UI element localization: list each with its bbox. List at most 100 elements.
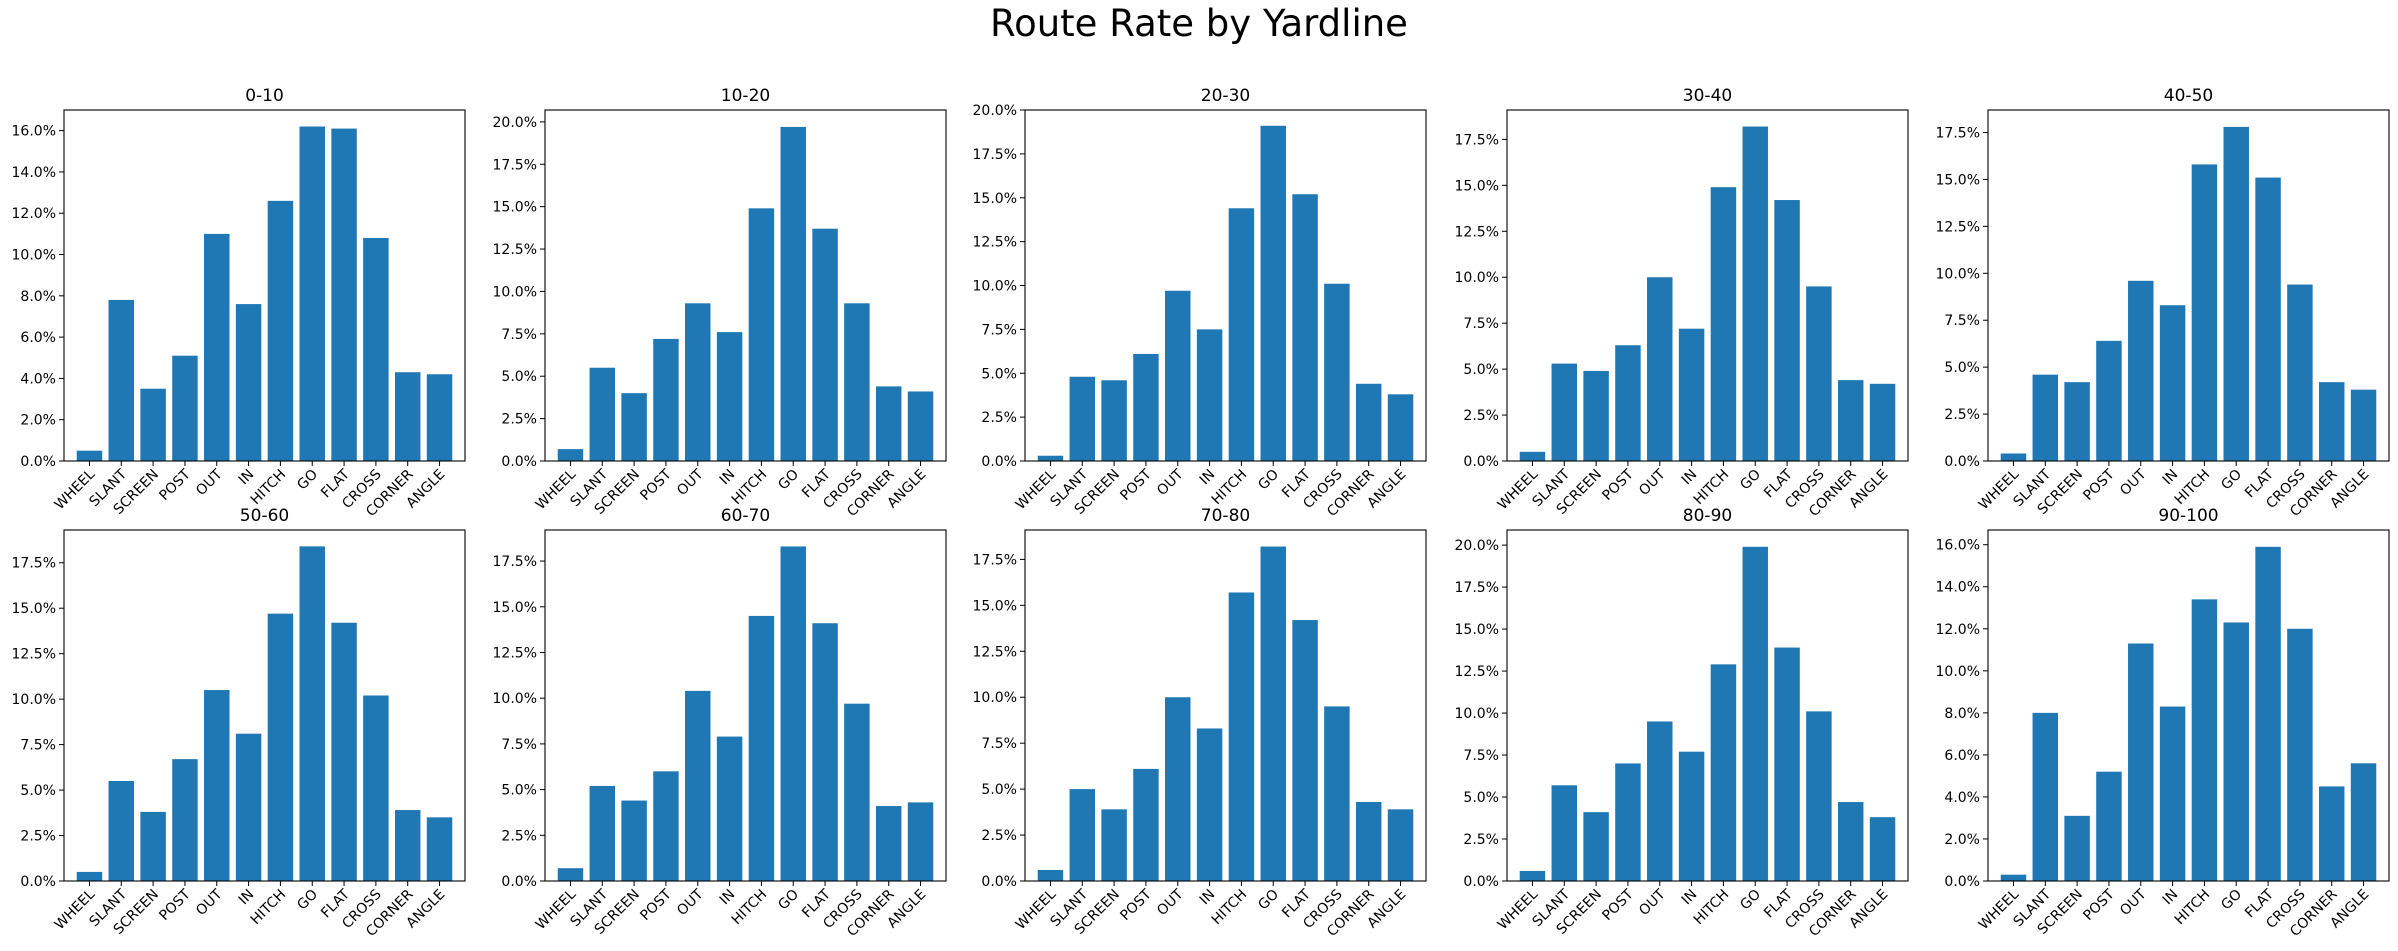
- x-tick-label: OUT: [2117, 886, 2150, 919]
- y-tick-label: 0.0%: [20, 454, 56, 470]
- y-tick-label: 12.5%: [973, 644, 1017, 660]
- bar-WHEEL: [1037, 869, 1064, 881]
- subplot-title: 60-70: [721, 506, 770, 526]
- x-tick-label: POST: [2080, 886, 2118, 924]
- subplot-50-60: 50-60 0.0% 2.5% 5.0% 7.5% 10.0% 12.5% 15.0% 17.5…: [12, 506, 466, 940]
- y-tick-label: 5.0%: [501, 369, 537, 385]
- bar-IN: [1196, 728, 1223, 881]
- y-tick-label: 20.0%: [1455, 538, 1499, 554]
- bar-CROSS: [1324, 283, 1350, 461]
- bar-CROSS: [1324, 706, 1350, 881]
- x-tick-label: GO: [1737, 467, 1764, 494]
- x-tick-label: WHEEL: [533, 886, 580, 933]
- bar-GO: [299, 126, 325, 462]
- y-tick-label: 0.0%: [20, 874, 56, 890]
- bar-GO: [1742, 546, 1768, 881]
- subplot-title: 80-90: [1683, 506, 1732, 526]
- x-tick-label: OUT: [1636, 886, 1669, 919]
- bar-FLAT: [331, 128, 357, 462]
- x-tick-label: OUT: [1154, 886, 1187, 919]
- x-tick-label: WHEEL: [1976, 466, 2023, 513]
- y-tick-label: 2.5%: [501, 412, 537, 428]
- y-tick-label: 12.5%: [973, 235, 1017, 251]
- bar-WHEEL: [557, 868, 584, 881]
- x-tick-label: GO: [2218, 467, 2245, 494]
- x-tick-label: IN: [236, 887, 258, 909]
- x-tick-label: HITCH: [2172, 467, 2214, 509]
- bar-OUT: [204, 233, 230, 461]
- bar-CORNER: [2318, 786, 2345, 881]
- bar-IN: [716, 736, 743, 881]
- bar-ANGLE: [426, 374, 453, 461]
- axes-frame: [1024, 529, 1427, 882]
- x-tick-label: WHEEL: [1013, 886, 1060, 933]
- subplot-title: 70-80: [1201, 506, 1250, 526]
- bar-SCREEN: [2064, 382, 2090, 461]
- x-tick-label: HITCH: [1209, 467, 1251, 509]
- x-tick-label: GO: [294, 887, 321, 914]
- axes-frame: [544, 529, 947, 882]
- bar-HITCH: [2191, 164, 2218, 461]
- x-tick-label: POST: [156, 466, 194, 504]
- x-tick-label: WHEEL: [52, 466, 99, 513]
- y-tick-label: 2.5%: [1944, 407, 1980, 423]
- y-tick-label: 7.5%: [501, 737, 537, 753]
- x-tick-label: GO: [1737, 887, 1764, 914]
- bar-SLANT: [108, 780, 135, 881]
- bar-POST: [172, 759, 198, 881]
- y-tick-label: 15.0%: [1455, 178, 1499, 194]
- y-tick-label: 12.5%: [1455, 664, 1499, 680]
- bar-SLANT: [589, 367, 616, 461]
- x-tick-label: GO: [2218, 887, 2245, 914]
- x-tick-label: GO: [1255, 887, 1282, 914]
- bar-FLAT: [812, 228, 838, 461]
- bar-CROSS: [363, 695, 389, 881]
- bar-FLAT: [331, 622, 357, 881]
- y-tick-label: 10.0%: [973, 279, 1017, 295]
- y-tick-label: 16.0%: [12, 124, 56, 140]
- y-tick-label: 17.5%: [1936, 126, 1980, 142]
- subplot-20-30: 20-30 0.0% 2.5% 5.0% 7.5% 10.0% 12.5% 15.0% 17.5…: [973, 86, 1427, 520]
- subplot-70-80: 70-80 0.0% 2.5% 5.0% 7.5% 10.0% 12.5% 15.0% 17.5…: [973, 506, 1427, 940]
- bar-WHEEL: [1519, 870, 1546, 881]
- bar-WHEEL: [557, 449, 584, 461]
- x-tick-label: OUT: [193, 886, 226, 919]
- bar-WHEEL: [2000, 874, 2027, 881]
- bar-SLANT: [1069, 376, 1096, 461]
- y-tick-label: 7.5%: [981, 736, 1017, 752]
- y-tick-label: 17.5%: [973, 552, 1017, 568]
- subplot-title: 20-30: [1201, 86, 1250, 106]
- x-tick-label: POST: [1117, 886, 1155, 924]
- bar-SLANT: [1551, 785, 1578, 881]
- x-tick-label: HITCH: [1209, 887, 1251, 929]
- bar-ANGLE: [2350, 389, 2377, 461]
- bar-CROSS: [844, 303, 870, 461]
- subplot-title: 10-20: [721, 86, 770, 106]
- x-tick-label: HITCH: [729, 887, 771, 929]
- x-tick-label: POST: [637, 466, 675, 504]
- y-tick-label: 15.0%: [493, 600, 537, 616]
- bar-WHEEL: [1519, 451, 1546, 461]
- y-tick-label: 10.0%: [12, 248, 56, 264]
- bar-FLAT: [1774, 200, 1800, 461]
- bar-CORNER: [875, 386, 902, 461]
- x-tick-label: OUT: [1636, 466, 1669, 499]
- y-tick-label: 7.5%: [981, 322, 1017, 338]
- subplot-40-50: 40-50 0.0% 2.5% 5.0% 7.5% 10.0% 12.5% 15.0% 17.5…: [1936, 86, 2390, 520]
- bar-SCREEN: [2064, 815, 2090, 881]
- bar-GO: [2223, 622, 2249, 881]
- y-tick-label: 12.5%: [12, 647, 56, 663]
- y-tick-label: 8.0%: [1944, 706, 1980, 722]
- x-tick-label: GO: [775, 887, 802, 914]
- y-tick-label: 14.0%: [1936, 580, 1980, 596]
- subplot-title: 0-10: [245, 86, 284, 106]
- bar-FLAT: [2255, 546, 2281, 881]
- bar-POST: [1615, 345, 1641, 461]
- bar-SLANT: [1069, 789, 1096, 881]
- axes-frame: [1506, 529, 1909, 882]
- y-tick-label: 15.0%: [1455, 622, 1499, 638]
- bar-OUT: [204, 690, 230, 881]
- x-tick-label: IN: [1679, 887, 1701, 909]
- bar-CROSS: [1806, 286, 1832, 461]
- subplot-title: 90-100: [2158, 506, 2218, 526]
